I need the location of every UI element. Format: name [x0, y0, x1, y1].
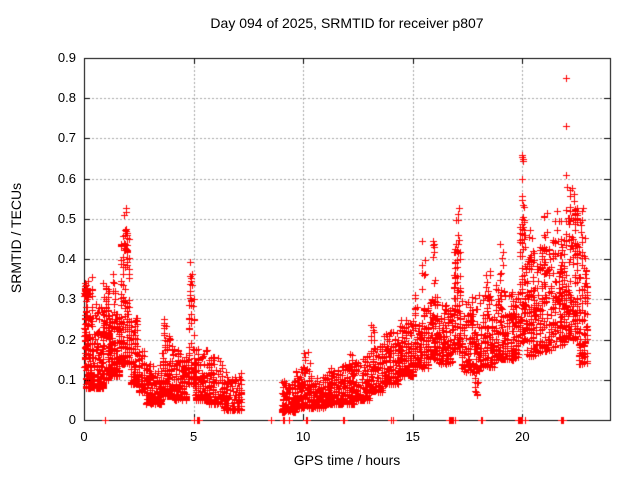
y-tick-label: 0.4: [57, 251, 76, 267]
y-tick-label: 0.5: [57, 210, 76, 226]
y-tick-label: 0.9: [57, 50, 76, 65]
x-tick-label: 0: [80, 429, 88, 444]
y-tick-label: 0.2: [57, 331, 76, 347]
chart-title: Day 094 of 2025, SRMTID for receiver p80…: [210, 15, 484, 31]
y-tick-label: 0.8: [57, 90, 76, 106]
x-tick-label: 5: [189, 429, 198, 444]
y-tick-label: 0.3: [57, 291, 76, 307]
x-tick-label: 20: [515, 429, 530, 444]
y-tick-label: 0.1: [57, 371, 76, 387]
y-axis-title: SRMTID / TECUs: [8, 182, 24, 294]
y-tick-label: 0.7: [57, 130, 76, 146]
x-axis-title: GPS time / hours: [293, 452, 401, 468]
y-tick-label: 0.6: [57, 170, 76, 186]
y-tick-label: 0: [68, 412, 76, 427]
x-tick-label: 15: [405, 429, 420, 444]
x-tick-label: 10: [295, 429, 311, 444]
